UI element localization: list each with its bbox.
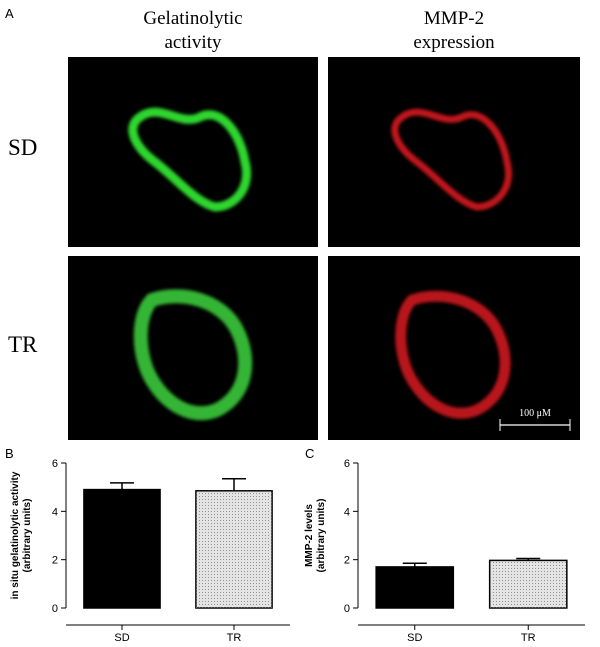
column-header: Gelatinolytic (143, 8, 242, 29)
y-axis-label: (arbitrary units) (316, 499, 327, 573)
panel-label: C (305, 446, 314, 461)
x-tick-label: SD (114, 632, 129, 644)
micrograph (68, 256, 318, 440)
y-axis-label: in situ gelatinolytic activity (10, 471, 21, 599)
column-header: expression (413, 32, 495, 53)
y-tick-label: 2 (344, 555, 350, 567)
micrograph (68, 57, 318, 247)
y-tick-label: 4 (52, 506, 58, 518)
panel-label: A (5, 6, 14, 21)
y-axis-label: MMP-2 levels (304, 504, 315, 567)
y-tick-label: 4 (344, 506, 350, 518)
y-tick-label: 2 (52, 555, 58, 567)
y-tick-label: 0 (52, 603, 58, 615)
y-tick-label: 0 (344, 603, 350, 615)
panel-label: B (5, 446, 14, 461)
bar (375, 566, 455, 609)
row-label: SD (8, 135, 37, 160)
bar-texture (489, 560, 567, 608)
bar (83, 488, 161, 609)
micrograph: 100 μM (328, 256, 580, 440)
column-header: MMP-2 (424, 8, 484, 29)
x-tick-label: TR (521, 632, 536, 644)
x-tick-label: SD (407, 632, 422, 644)
bar-texture (195, 490, 273, 608)
column-header: activity (165, 32, 222, 53)
y-tick-label: 6 (344, 458, 350, 470)
micrograph (328, 57, 580, 247)
y-axis-label: (arbitrary units) (22, 499, 33, 573)
scale-bar-label: 100 μM (519, 408, 551, 419)
x-tick-label: TR (227, 632, 242, 644)
row-label: TR (8, 332, 38, 357)
y-tick-label: 6 (52, 458, 58, 470)
